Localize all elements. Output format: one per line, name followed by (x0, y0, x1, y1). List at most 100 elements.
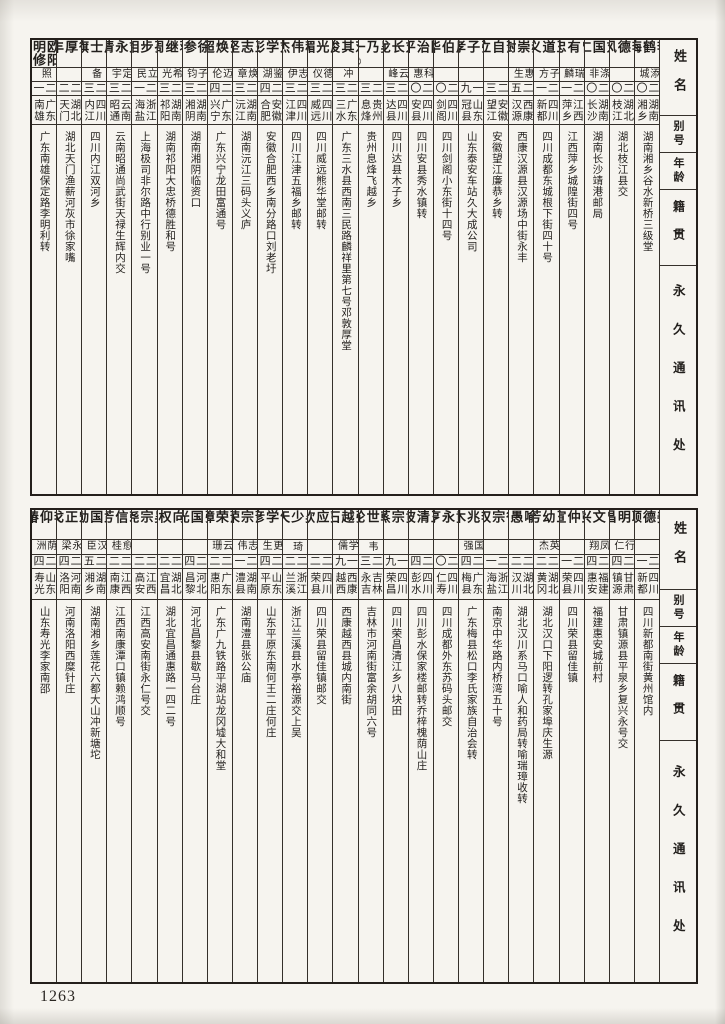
native-text: 四川彭水 (409, 571, 433, 595)
alias-cell: 凤翔 (584, 540, 609, 555)
age-cell: 二三 (358, 82, 383, 96)
address-text: 四川江津五福乡邮转 (289, 131, 302, 231)
age-text: 二三 (358, 554, 383, 568)
native-cell: 湖北汉川 (509, 569, 534, 600)
native-cell: 广东南雄 (31, 96, 56, 126)
native-text: 吉林永吉 (359, 571, 383, 595)
age-text: 二二 (57, 81, 82, 95)
person-column: 陈治平科惠二〇四川安县四川安县秀水镇转 (407, 40, 433, 494)
person-column: 萧宗荣志伟二一湖南澧县湖南澧县张公庙 (231, 510, 257, 982)
alias-text: 德仪 (310, 67, 333, 80)
address-cell: 上海极司非尔路中行别业一号 (132, 125, 156, 494)
name-text: 张越石 (333, 510, 357, 527)
age-cell: 二三 (157, 82, 182, 96)
alias-cell (308, 540, 333, 555)
age-text: 二〇 (634, 81, 659, 95)
address-text: 西康越西县城内南街 (340, 605, 353, 705)
name-text: 武国勋 (82, 510, 106, 527)
address-cell: 安徽合肥西乡南分路口刘老圩 (258, 125, 282, 494)
address-text: 四川荣县留佳镇 (566, 605, 579, 683)
person-column: 何学彦更生二四山东平原山东平原东南何王二庄何庄 (257, 510, 283, 982)
address-cell: 湖南澧县张公庙 (233, 600, 257, 982)
age-cell: 二三 (308, 82, 333, 96)
address-text: 四川成都外东苏码头邮交 (440, 605, 453, 727)
age-text: 一九 (333, 554, 358, 568)
name-text: 曾文兴 (585, 510, 609, 527)
person-column: 喻愚 二二 湖北汉川 湖北汉川系马口喻人和药局转喻瑞璋收转 (508, 510, 534, 982)
address-cell: 广东广九铁路平湖站龙冈墟大和堂 (208, 600, 232, 982)
address-cell: 河南洛阳西糜针庄 (57, 600, 81, 982)
person-column: 李兆木国强二四广东梅县广东梅县松口李氏家族自治会转 (458, 510, 484, 982)
name-text: 萧自立 (484, 40, 508, 57)
age-text: 二一 (559, 554, 584, 568)
name-text: 王幼芳 (534, 510, 558, 527)
name-cell: 吴乃一㊛ (358, 40, 383, 68)
native-text: 四川新都 (635, 571, 659, 595)
address-cell: 湖南沅江三码头义庐 (233, 125, 257, 494)
alias-cell (609, 68, 634, 82)
name-cell: 姜德颐 (634, 510, 659, 541)
address-cell: 四川成都外东苏码头邮交 (434, 600, 458, 982)
roster-table-top: 姓名 别号 年龄 籍贯 永久通讯处 李鹤梅添城二〇湖南湘乡湖南湘乡谷水新桥三级堂… (30, 38, 698, 496)
header-address-label: 永久通讯处 (670, 765, 686, 958)
address-cell: 吉林市河南街富余胡同六号 (359, 600, 383, 982)
header-address: 永久通讯处 (660, 741, 696, 982)
address-text: 湖北宜昌通惠路一四二号 (164, 605, 177, 727)
native-text: 湖南澧县 (233, 571, 257, 595)
address-cell: 广东兴宁龙田富通号 (208, 125, 232, 494)
person-column: 蒋继周希光二三湖南祁阳湖南祁阳大忠桥德胜和号 (156, 40, 182, 494)
alias-cell: 志伟 (232, 540, 257, 555)
native-text: 湖南湘乡 (83, 571, 107, 595)
native-text: 广东兴宁 (208, 98, 232, 122)
native-cell: 四川江津 (283, 96, 308, 126)
alias-cell: 冲 (333, 68, 358, 82)
person-column: 邓其俊冲二三广东三水广东三水县西南三民路麟祥里第七号邓敦厚堂 (332, 40, 358, 494)
alias-cell: 鉴湖 (258, 67, 283, 82)
address-cell: 安徽望江廉恭乡转 (484, 125, 508, 494)
name-cell: 武国勋 (82, 510, 107, 541)
name-text: 陈治平 (409, 40, 433, 57)
name-cell: 吴少天 (283, 510, 308, 541)
age-text: 二三 (107, 81, 132, 95)
name-text: 欧阳明修 (31, 40, 56, 66)
age-text: 二五 (509, 81, 534, 95)
person-column: 张越石学儒一九西康越西西康越西县城内南街 (332, 510, 358, 982)
native-cell: 甘肃镇源 (609, 569, 634, 600)
alias-cell (459, 68, 484, 82)
alias-text: 涤非 (586, 67, 609, 80)
age-cell: 二四 (57, 555, 82, 569)
native-text: 江西萍乡 (560, 98, 584, 122)
header-alias-label: 别号 (671, 594, 685, 622)
alias-text: 鉴湖 (260, 67, 282, 80)
age-text: 一九 (459, 81, 484, 95)
person-column: 曾有忠瑞麟二一江西萍乡江西萍乡城隍街四号 (558, 40, 584, 494)
header-column: 姓名 别号 年龄 籍贯 永久通讯处 (659, 510, 696, 982)
person-column: 孙步相立民二一浙江海盐上海极司非尔路中行别业一号 (131, 40, 157, 494)
name-text: 郝崇澍 (509, 40, 533, 57)
person-column: 黄永亨二〇四川仁寿四川成都外东苏码头邮交 (432, 510, 458, 982)
address-text: 广东三水县西南三民路麟祥里第七号邓敦厚堂 (340, 131, 353, 352)
header-native-label: 籍贯 (671, 674, 686, 730)
person-column: 吴乃一㊛二三贵州息烽贵州息烽飞越乡 (357, 40, 383, 494)
alias-cell: 国强 (459, 540, 484, 555)
alias-cell: 科惠 (408, 68, 433, 82)
header-name-label: 姓名 (671, 520, 687, 579)
name-cell: 徐宗权 (484, 510, 509, 541)
alias-cell (182, 540, 207, 555)
native-text: 云南昭通 (108, 98, 132, 122)
name-cell: 彭应钦 (308, 510, 333, 541)
person-column: 向权 二二 湖北宜昌 湖北宜昌通惠路一四二号 (156, 510, 182, 982)
alias-cell: 德仪 (308, 67, 333, 82)
native-text: 福建惠安 (585, 571, 609, 595)
address-cell: 贵州息烽飞越乡 (359, 125, 383, 494)
address-text: 湖南澧县张公庙 (239, 605, 252, 683)
header-name: 姓名 (660, 40, 696, 116)
native-text: 山东冠县 (460, 98, 484, 122)
name-text: 孙步相 (132, 40, 156, 57)
age-text: 二二 (107, 554, 132, 568)
age-cell: 二二 (207, 555, 232, 569)
name-cell: 徐参 (182, 40, 207, 68)
name-text: 李仰椿 (32, 510, 56, 527)
name-cell: 周伯华 (433, 40, 458, 68)
native-cell: 吉林永吉 (358, 569, 383, 600)
